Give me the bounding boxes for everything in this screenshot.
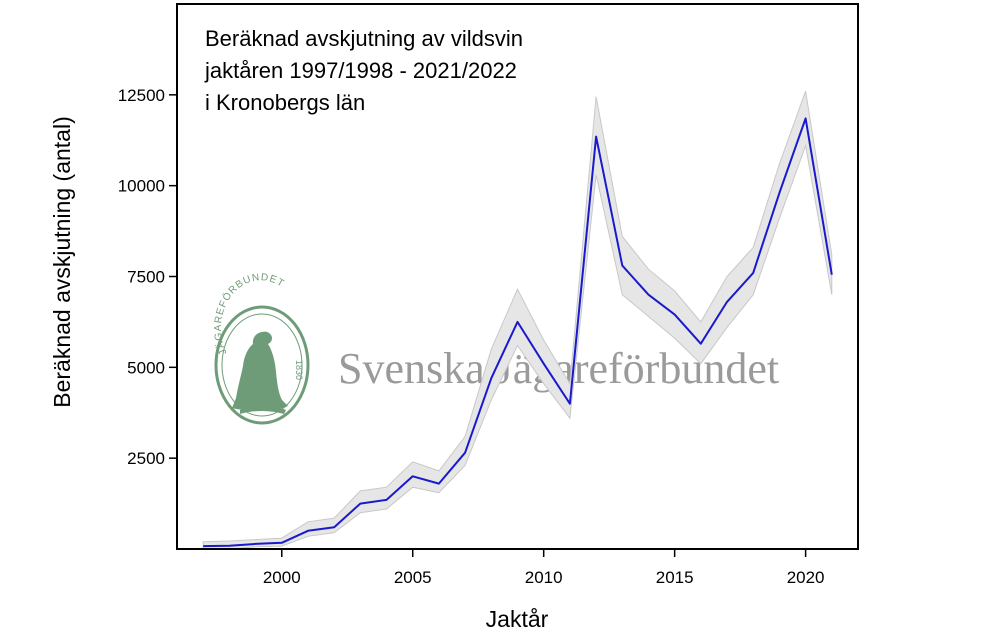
y-tick-label: 10000: [118, 177, 165, 196]
x-tick-label: 2015: [656, 568, 694, 587]
y-tick-label: 12500: [118, 86, 165, 105]
seal-text: JÄGAREFÖRBUNDET: [213, 272, 285, 356]
series-line: [203, 117, 833, 548]
x-tick-label: 2010: [525, 568, 563, 587]
watermark-logo: JÄGAREFÖRBUNDET 1830: [213, 272, 310, 425]
y-axis: 2500 5000 7500 10000 12500: [118, 86, 177, 468]
x-tick-label: 2020: [787, 568, 825, 587]
y-tick-label: 2500: [127, 449, 165, 468]
y-tick-label: 7500: [127, 268, 165, 287]
seal-year: 1830: [294, 360, 304, 380]
x-tick-label: 2005: [394, 568, 432, 587]
chart-title: Beräknad avskjutning av vildsvin jaktåre…: [204, 26, 523, 115]
x-axis-title: Jaktår: [486, 606, 549, 632]
title-line-3: i Kronobergs län: [205, 90, 365, 115]
title-line-1: Beräknad avskjutning av vildsvin: [205, 26, 523, 51]
x-axis: 2000 2005 2010 2015 2020: [263, 549, 825, 587]
svg-text:JÄGAREFÖRBUNDET: JÄGAREFÖRBUNDET: [213, 272, 286, 356]
y-tick-label: 5000: [127, 358, 165, 377]
title-line-2: jaktåren 1997/1998 - 2021/2022: [204, 58, 517, 83]
y-axis-title: Beräknad avskjutning (antal): [49, 116, 75, 408]
x-tick-label: 2000: [263, 568, 301, 587]
confidence-band: [202, 91, 833, 550]
eagle-icon: [232, 331, 288, 411]
